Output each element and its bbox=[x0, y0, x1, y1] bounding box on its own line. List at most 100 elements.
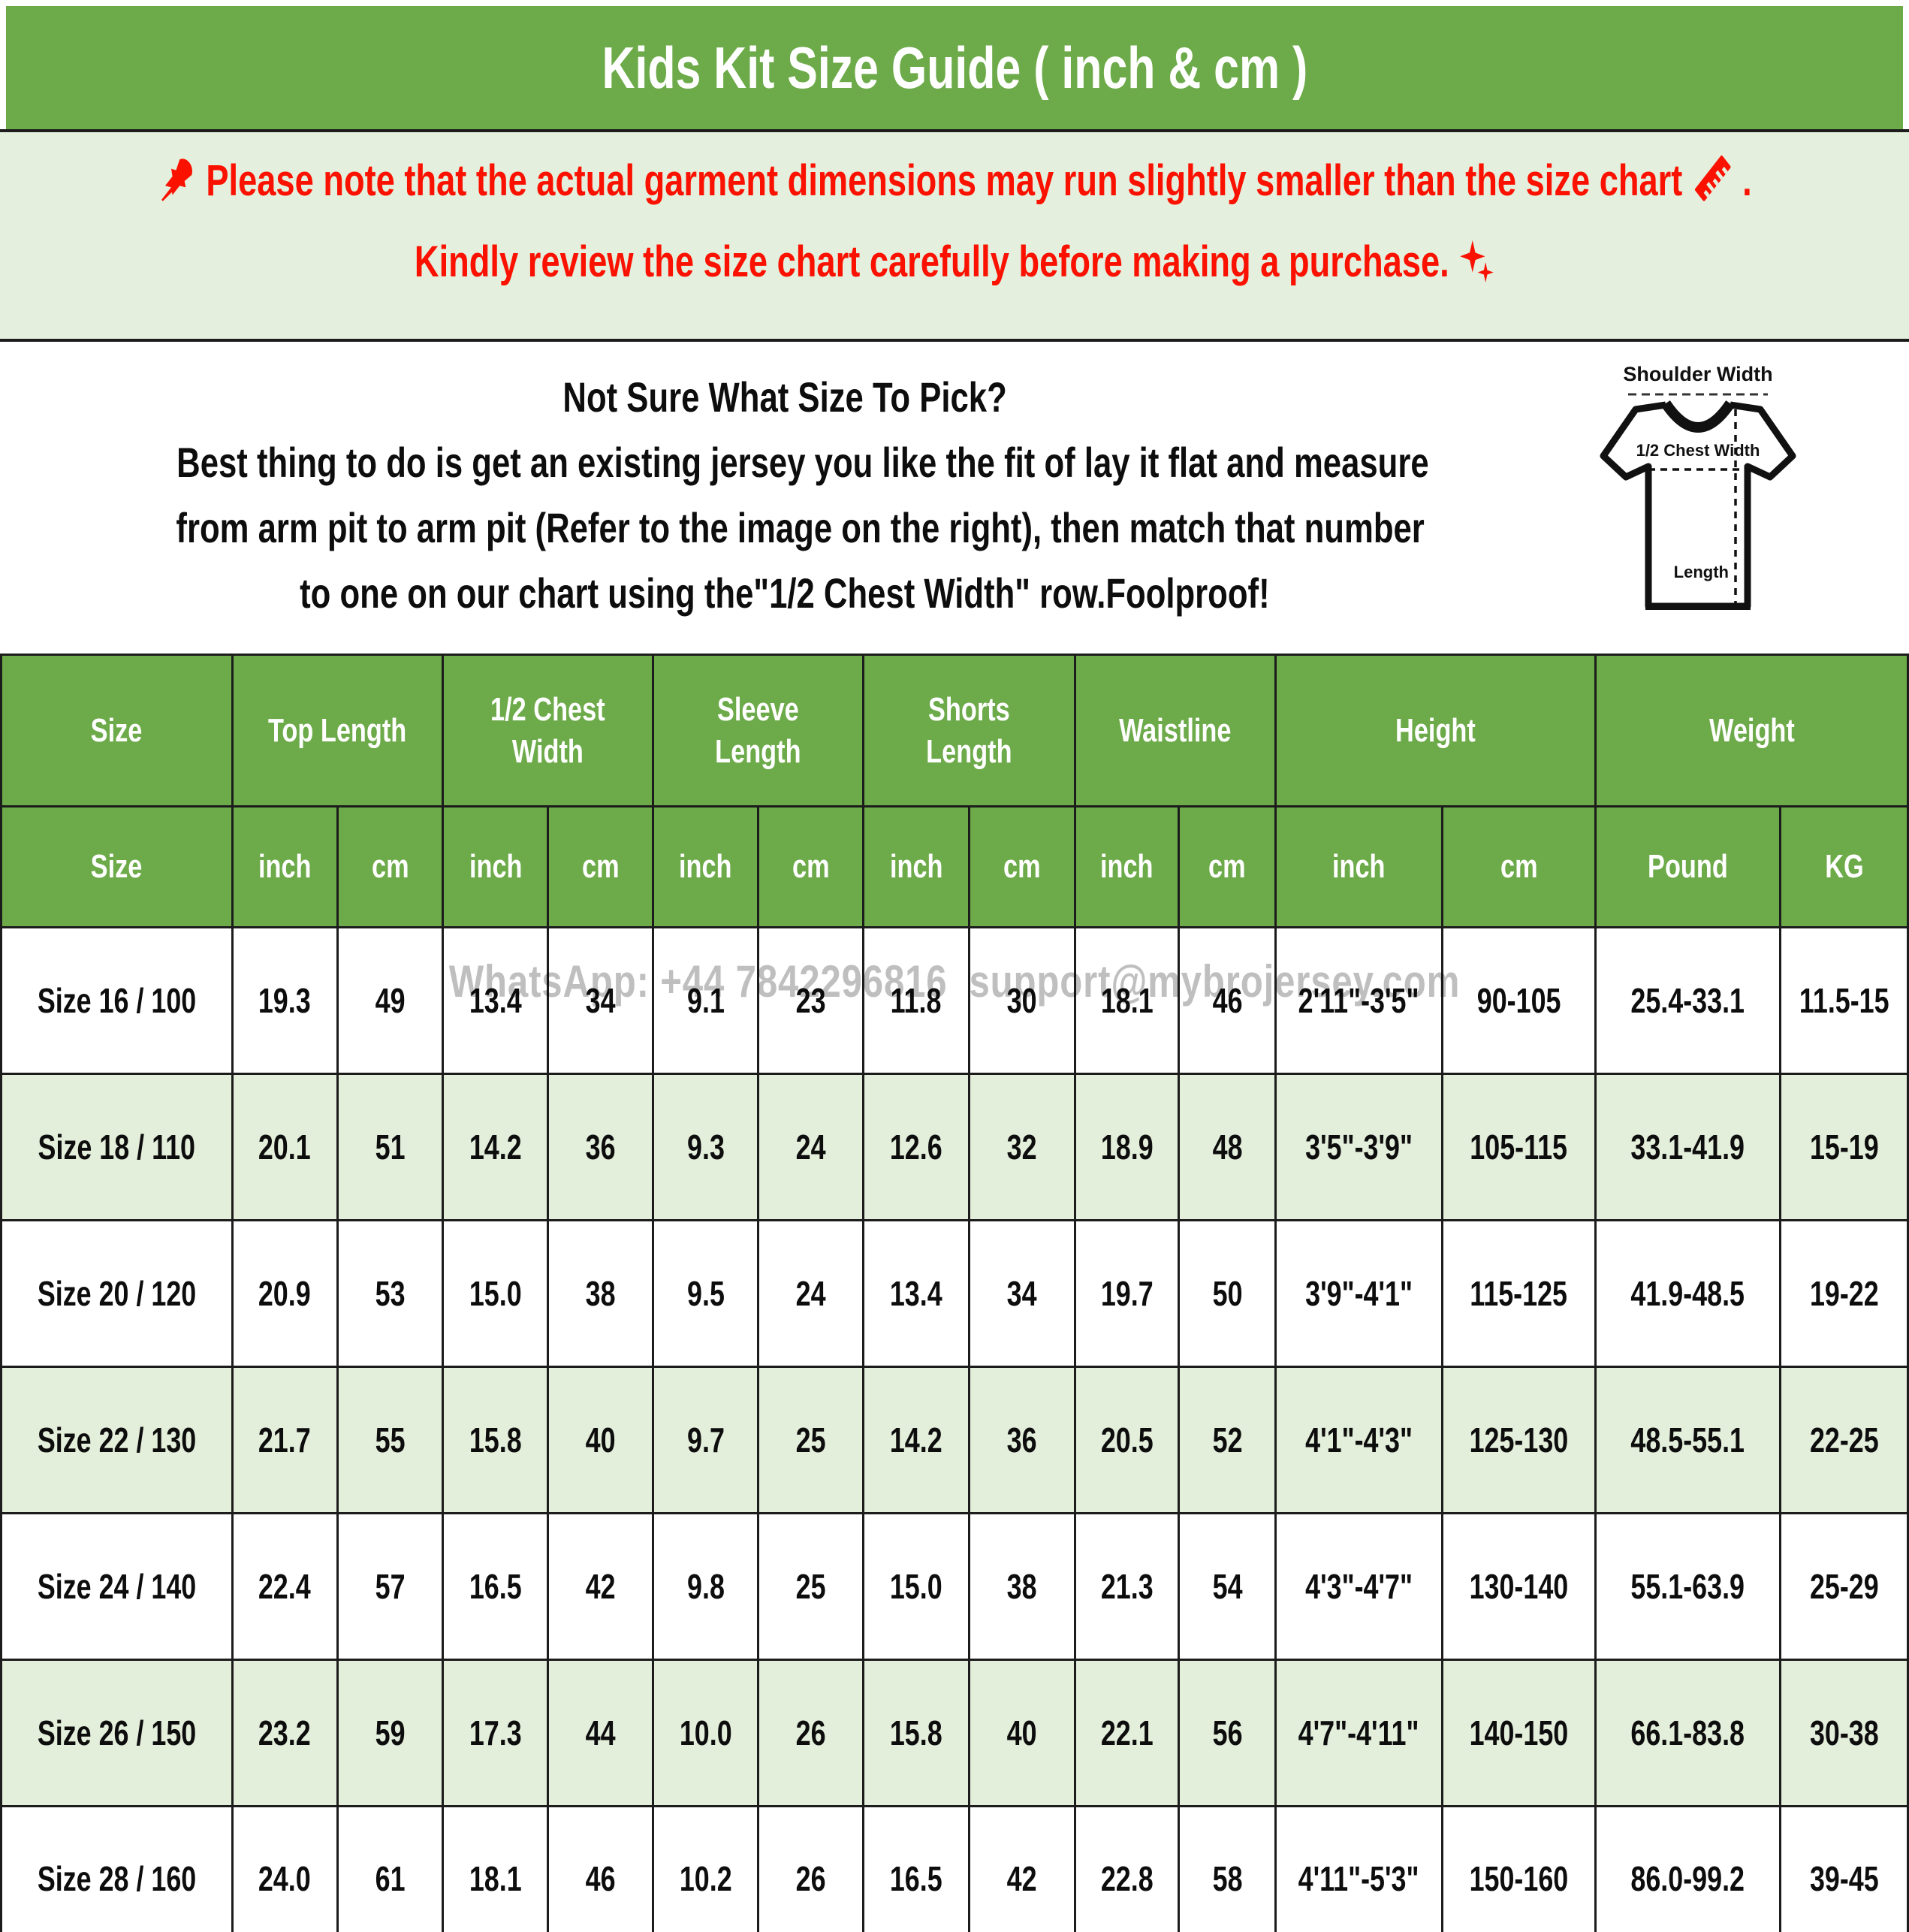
cell: 12.6 bbox=[861, 1073, 970, 1221]
info-line-2: Best thing to do is get an existing jers… bbox=[176, 439, 1429, 486]
tshirt-measurement-diagram: Shoulder Width 1/2 Chest Width Length bbox=[1592, 355, 1819, 635]
table-row: Size 18 / 110 20.1 51 14.2 36 9.3 24 12.… bbox=[0, 1073, 1909, 1221]
cell: 55 bbox=[336, 1366, 445, 1514]
title-bar: Kids Kit Size Guide ( inch & cm ) bbox=[6, 6, 1903, 129]
cell: 49 bbox=[336, 926, 445, 1075]
cell: 22.1 bbox=[1073, 1659, 1181, 1807]
cell: 38 bbox=[967, 1512, 1076, 1661]
cell: 130-140 bbox=[1440, 1512, 1597, 1661]
cell: 25 bbox=[756, 1512, 864, 1661]
cell: 15-19 bbox=[1779, 1073, 1909, 1221]
unit-header: inch bbox=[1274, 805, 1443, 928]
ruler-icon bbox=[1694, 155, 1730, 201]
table-row: Size 24 / 140 22.4 57 16.5 42 9.8 25 15.… bbox=[0, 1512, 1909, 1661]
collar bbox=[1661, 400, 1735, 433]
cell: 44 bbox=[547, 1659, 655, 1807]
header-half-chest-width: 1/2 Chest Width bbox=[442, 654, 655, 808]
cell: 42 bbox=[547, 1512, 655, 1661]
chest-width-label: 1/2 Chest Width bbox=[1636, 441, 1760, 460]
cell: 46 bbox=[1178, 926, 1277, 1075]
cell: 13.4 bbox=[861, 1219, 970, 1368]
cell: 36 bbox=[547, 1073, 655, 1221]
header-waistline: Waistline bbox=[1073, 654, 1277, 808]
cell: 24 bbox=[756, 1219, 864, 1368]
cell: 26 bbox=[756, 1659, 864, 1807]
cell: 4'11"-5'3" bbox=[1274, 1805, 1443, 1932]
cell: 25.4-33.1 bbox=[1594, 926, 1782, 1075]
table-group-header-row: Size Top Length 1/2 Chest Width Sleeve L… bbox=[0, 654, 1909, 808]
unit-header: Pound bbox=[1594, 805, 1782, 928]
cell: 33.1-41.9 bbox=[1594, 1073, 1782, 1221]
cell: 18.1 bbox=[442, 1805, 550, 1932]
cell: 38 bbox=[547, 1219, 655, 1368]
cell: 52 bbox=[1178, 1366, 1277, 1514]
table-row: Size 28 / 160 24.0 61 18.1 46 10.2 26 16… bbox=[0, 1805, 1909, 1932]
cell: 4'3"-4'7" bbox=[1274, 1512, 1443, 1661]
cell: 24.0 bbox=[231, 1805, 339, 1932]
cell: 26 bbox=[756, 1805, 864, 1932]
cell: 105-115 bbox=[1440, 1073, 1597, 1221]
cell: 18.1 bbox=[1073, 926, 1181, 1075]
cell: 20.1 bbox=[231, 1073, 339, 1221]
notice-text-1-period: . bbox=[1742, 156, 1752, 205]
cell: 18.9 bbox=[1073, 1073, 1181, 1221]
cell: 20.5 bbox=[1073, 1366, 1181, 1514]
cell: 48 bbox=[1178, 1073, 1277, 1221]
cell: 86.0-99.2 bbox=[1594, 1805, 1782, 1932]
cell: 150-160 bbox=[1440, 1805, 1597, 1932]
cell: 23.2 bbox=[231, 1659, 339, 1807]
size-cell: Size 22 / 130 bbox=[0, 1366, 234, 1514]
cell: 57 bbox=[336, 1512, 445, 1661]
length-label: Length bbox=[1674, 563, 1729, 581]
cell: 4'7"-4'11" bbox=[1274, 1659, 1443, 1807]
cell: 15.8 bbox=[442, 1366, 550, 1514]
cell: 9.8 bbox=[652, 1512, 759, 1661]
sparkles-icon bbox=[1459, 240, 1494, 283]
unit-header: cm bbox=[756, 805, 864, 928]
cell: 30 bbox=[967, 926, 1076, 1075]
shoulder-width-label: Shoulder Width bbox=[1623, 363, 1772, 385]
unit-header: KG bbox=[1779, 805, 1909, 928]
unit-header: Size bbox=[0, 805, 234, 928]
cell: 36 bbox=[967, 1366, 1076, 1514]
cell: 46 bbox=[547, 1805, 655, 1932]
table-row: Size 22 / 130 21.7 55 15.8 40 9.7 25 14.… bbox=[0, 1366, 1909, 1514]
cell: 9.1 bbox=[652, 926, 759, 1075]
cell: 22.4 bbox=[231, 1512, 339, 1661]
cell: 21.7 bbox=[231, 1366, 339, 1514]
header-shorts-length: Shorts Length bbox=[861, 654, 1076, 808]
cell: 32 bbox=[967, 1073, 1076, 1221]
cell: 11.8 bbox=[861, 926, 970, 1075]
cell: 3'9"-4'1" bbox=[1274, 1219, 1443, 1368]
header-top-length: Top Length bbox=[231, 654, 445, 808]
cell: 53 bbox=[336, 1219, 445, 1368]
cell: 19-22 bbox=[1779, 1219, 1909, 1368]
size-cell: Size 16 / 100 bbox=[0, 926, 234, 1075]
table-row: Size 16 / 100 19.3 49 13.4 34 9.1 23 11.… bbox=[0, 926, 1909, 1075]
header-weight: Weight bbox=[1594, 654, 1909, 808]
cell: 115-125 bbox=[1440, 1219, 1597, 1368]
cell: 54 bbox=[1178, 1512, 1277, 1661]
cell: 40 bbox=[547, 1366, 655, 1514]
cell: 58 bbox=[1178, 1805, 1277, 1932]
unit-header: inch bbox=[652, 805, 759, 928]
cell: 30-38 bbox=[1779, 1659, 1909, 1807]
size-cell: Size 28 / 160 bbox=[0, 1805, 234, 1932]
cell: 10.0 bbox=[652, 1659, 759, 1807]
info-line-3: from arm pit to arm pit (Refer to the im… bbox=[176, 504, 1425, 551]
cell: 25 bbox=[756, 1366, 864, 1514]
cell: 17.3 bbox=[442, 1659, 550, 1807]
unit-header: cm bbox=[967, 805, 1076, 928]
page-title: Kids Kit Size Guide ( inch & cm ) bbox=[602, 34, 1307, 101]
cell: 20.9 bbox=[231, 1219, 339, 1368]
cell: 9.7 bbox=[652, 1366, 759, 1514]
cell: 34 bbox=[547, 926, 655, 1075]
cell: 24 bbox=[756, 1073, 864, 1221]
table-row: Size 26 / 150 23.2 59 17.3 44 10.0 26 15… bbox=[0, 1659, 1909, 1807]
cell: 15.0 bbox=[442, 1219, 550, 1368]
cell: 55.1-63.9 bbox=[1594, 1512, 1782, 1661]
pushpin-icon bbox=[161, 158, 192, 201]
cell: 14.2 bbox=[442, 1073, 550, 1221]
cell: 14.2 bbox=[861, 1366, 970, 1514]
